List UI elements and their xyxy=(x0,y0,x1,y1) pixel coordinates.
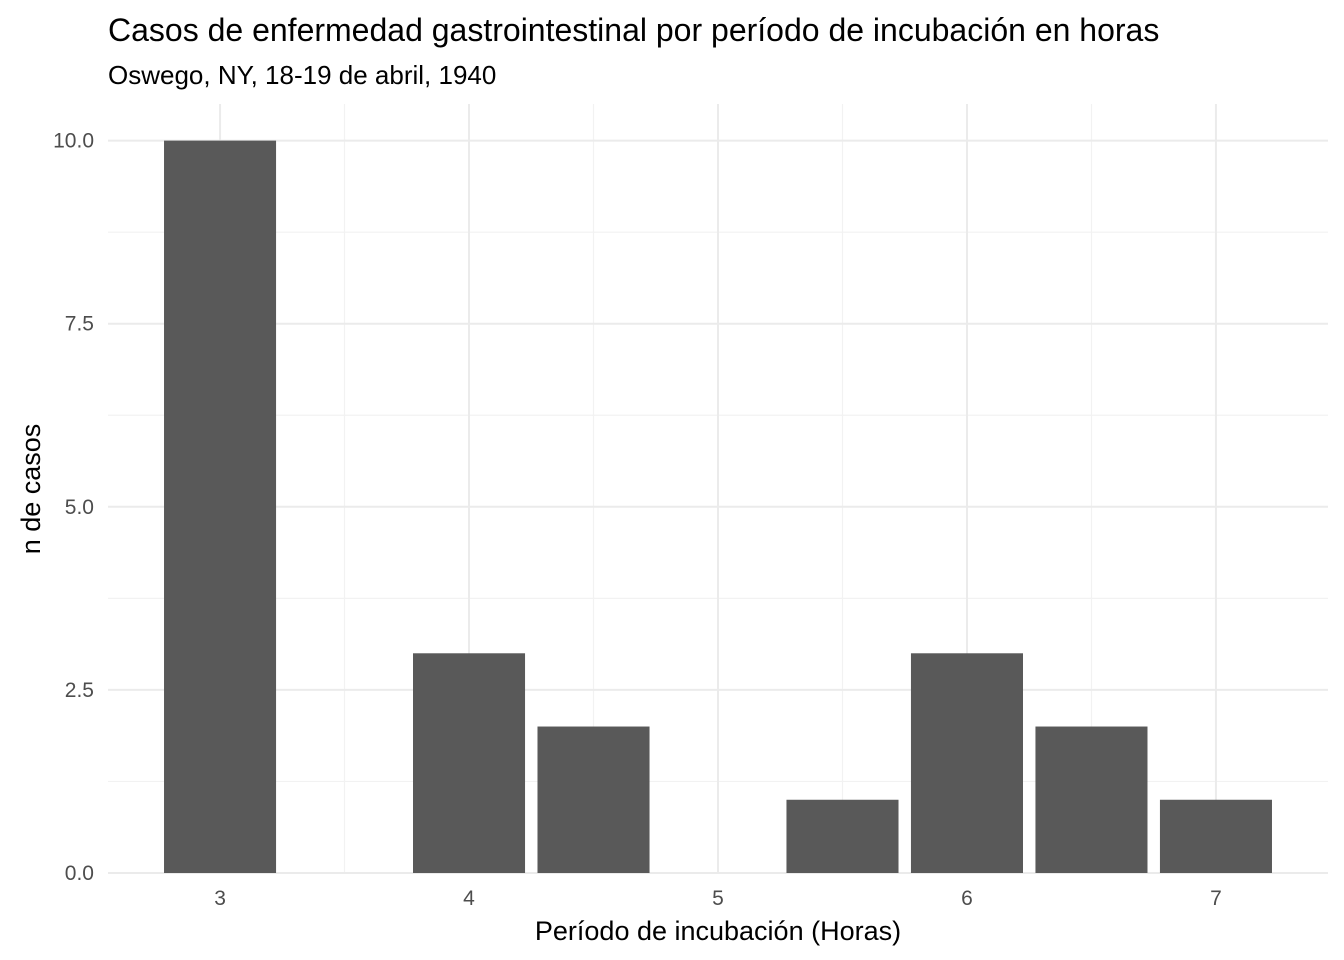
y-tick-label: 5.0 xyxy=(65,496,94,519)
bar xyxy=(786,799,899,873)
bar-layer xyxy=(164,140,1272,874)
bar xyxy=(164,140,277,874)
y-axis-title: n de casos xyxy=(16,424,46,555)
x-tick-label: 4 xyxy=(463,887,475,910)
bar xyxy=(537,726,650,873)
tick-label-layer: 0.0 2.5 5.0 7.5 10.0 3 4 5 6 7 xyxy=(53,130,1222,910)
x-tick-label: 3 xyxy=(214,887,226,910)
chart-title: Casos de enfermedad gastrointestinal por… xyxy=(108,12,1159,48)
x-tick-label: 7 xyxy=(1210,887,1222,910)
y-tick-label: 10.0 xyxy=(53,130,94,153)
bar xyxy=(910,653,1023,873)
y-tick-label: 0.0 xyxy=(65,862,94,885)
x-axis-title: Período de incubación (Horas) xyxy=(535,916,901,946)
bar xyxy=(1159,799,1272,873)
y-tick-label: 2.5 xyxy=(65,679,94,702)
chart-subtitle: Oswego, NY, 18-19 de abril, 1940 xyxy=(108,60,496,90)
bar xyxy=(413,653,526,873)
y-tick-label: 7.5 xyxy=(65,313,94,336)
x-tick-label: 6 xyxy=(961,887,973,910)
bar xyxy=(1035,726,1148,873)
x-tick-label: 5 xyxy=(712,887,724,910)
